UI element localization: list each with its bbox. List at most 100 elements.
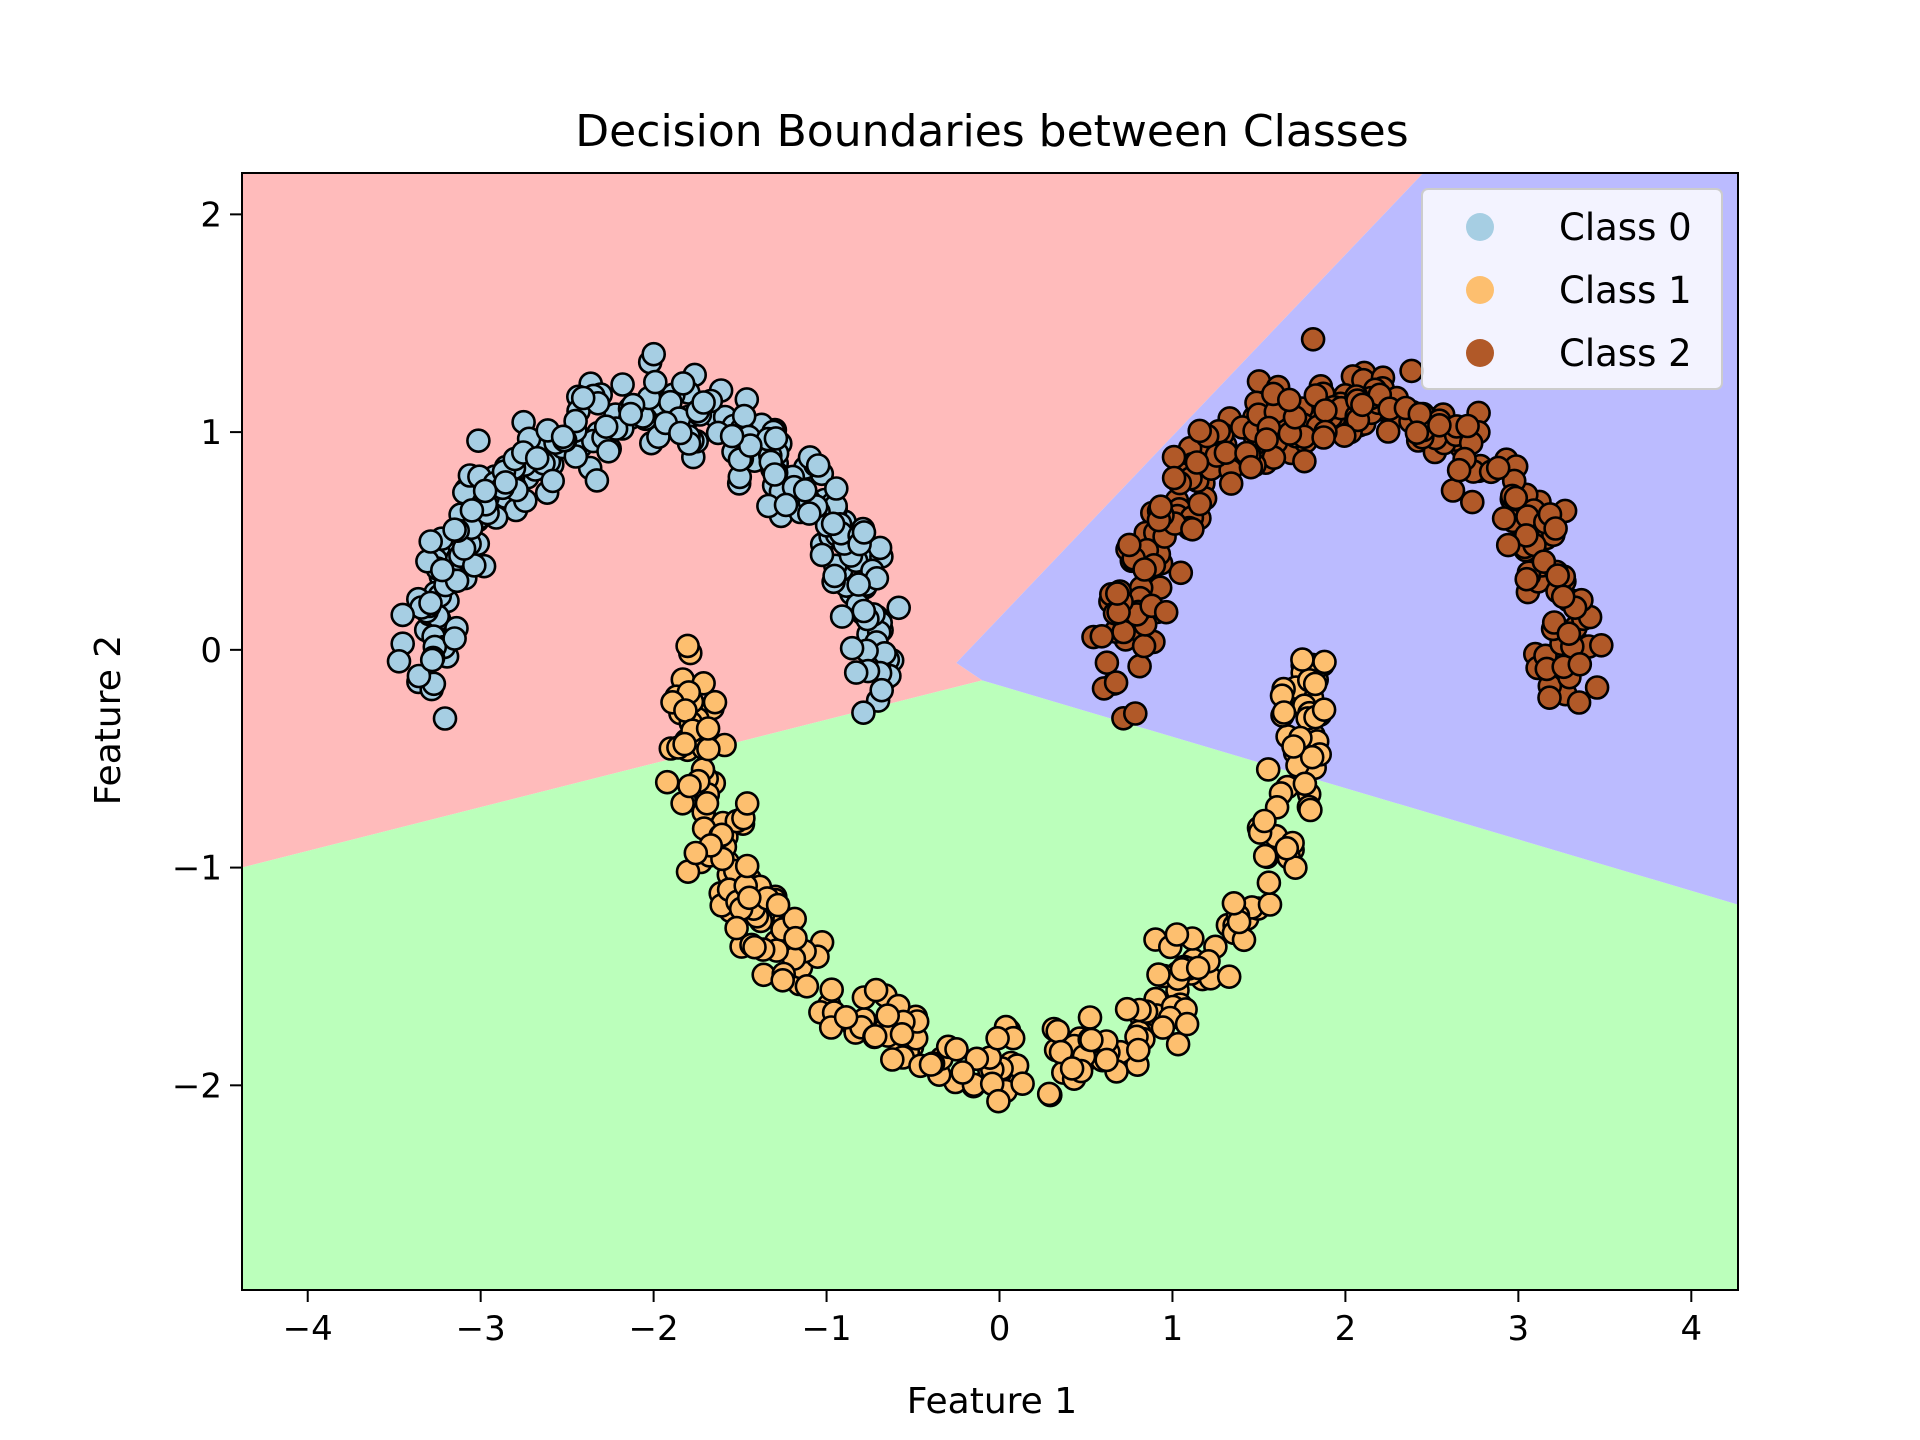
data-point bbox=[851, 700, 876, 726]
data-point bbox=[1256, 870, 1282, 896]
data-point bbox=[1455, 413, 1480, 439]
data-point bbox=[736, 885, 762, 911]
data-point bbox=[1350, 392, 1375, 418]
data-point bbox=[1077, 1005, 1103, 1030]
legend: Class 0 Class 1 Class 2 bbox=[1421, 188, 1723, 390]
data-point bbox=[1150, 1015, 1176, 1040]
data-point bbox=[765, 892, 791, 918]
data-point bbox=[1589, 632, 1614, 658]
data-point bbox=[820, 511, 846, 537]
data-point bbox=[610, 372, 635, 397]
data-point bbox=[1238, 454, 1264, 480]
legend-item: Class 2 bbox=[1466, 332, 1692, 375]
data-point bbox=[432, 706, 458, 731]
data-point bbox=[1255, 757, 1281, 782]
legend-label: Class 2 bbox=[1559, 332, 1692, 375]
data-point bbox=[843, 660, 869, 685]
data-point bbox=[418, 590, 443, 616]
data-point bbox=[1148, 494, 1173, 520]
data-point bbox=[442, 626, 467, 651]
data-point bbox=[524, 445, 550, 471]
data-point bbox=[875, 1003, 901, 1028]
data-point bbox=[1114, 996, 1140, 1022]
data-point bbox=[1257, 892, 1283, 917]
y-tick-label: 1 bbox=[200, 413, 222, 453]
x-axis-label: Feature 1 bbox=[907, 1381, 1077, 1422]
chart-title: Decision Boundaries between Classes bbox=[575, 106, 1408, 157]
data-point bbox=[1180, 516, 1205, 542]
data-point bbox=[1127, 653, 1152, 679]
data-point bbox=[1277, 387, 1302, 413]
data-point bbox=[1311, 697, 1337, 723]
series-class-2 bbox=[1081, 326, 1614, 731]
data-point bbox=[584, 468, 610, 493]
legend-marker bbox=[1466, 339, 1494, 367]
data-point bbox=[550, 424, 576, 450]
data-point bbox=[459, 498, 485, 523]
legend-item: Class 1 bbox=[1466, 269, 1692, 312]
data-point bbox=[1446, 457, 1472, 483]
data-point bbox=[742, 934, 767, 960]
legend-marker bbox=[1466, 276, 1494, 304]
x-tick-label: 2 bbox=[1335, 1309, 1357, 1349]
data-point bbox=[792, 477, 818, 503]
data-point bbox=[683, 840, 709, 866]
data-point bbox=[673, 698, 698, 723]
data-point bbox=[809, 542, 835, 568]
data-point bbox=[819, 977, 845, 1003]
data-point bbox=[593, 414, 619, 440]
data-point bbox=[1302, 671, 1328, 697]
data-point bbox=[1117, 532, 1142, 558]
data-point bbox=[1094, 1047, 1119, 1073]
data-point bbox=[851, 520, 877, 545]
x-tick-label: −3 bbox=[456, 1309, 506, 1349]
data-point bbox=[1485, 455, 1511, 481]
data-point bbox=[1187, 491, 1213, 517]
data-point bbox=[1252, 843, 1278, 869]
data-point bbox=[696, 736, 721, 762]
data-point bbox=[1036, 1081, 1062, 1107]
data-point bbox=[1252, 808, 1277, 834]
data-point bbox=[1550, 584, 1576, 610]
data-point bbox=[1168, 560, 1194, 586]
data-point bbox=[1404, 420, 1430, 446]
data-point bbox=[734, 791, 760, 816]
data-point bbox=[540, 468, 566, 494]
data-point bbox=[1123, 701, 1148, 726]
data-point bbox=[986, 1088, 1011, 1114]
data-point bbox=[1131, 633, 1157, 659]
y-tick-label: −2 bbox=[172, 1066, 222, 1106]
data-point bbox=[833, 1004, 859, 1030]
data-point bbox=[1094, 650, 1120, 676]
scatter-points bbox=[386, 326, 1614, 1114]
data-point bbox=[1312, 649, 1337, 675]
x-tick-label: 3 bbox=[1508, 1309, 1530, 1349]
data-point bbox=[889, 1022, 915, 1047]
data-point bbox=[763, 426, 789, 451]
data-point bbox=[851, 598, 877, 624]
data-point bbox=[1165, 1031, 1191, 1057]
data-point bbox=[1440, 478, 1466, 503]
data-point bbox=[1271, 700, 1297, 725]
data-point bbox=[702, 689, 728, 715]
data-point bbox=[731, 403, 757, 429]
data-point bbox=[1164, 922, 1190, 947]
data-point bbox=[442, 517, 467, 543]
data-point bbox=[1254, 427, 1279, 452]
data-point bbox=[1161, 465, 1187, 491]
data-point bbox=[950, 1060, 976, 1085]
data-point bbox=[1514, 566, 1539, 592]
data-point bbox=[823, 476, 849, 501]
data-point bbox=[985, 1026, 1010, 1051]
series-class-0 bbox=[386, 341, 912, 731]
y-tick-label: −1 bbox=[172, 849, 222, 889]
data-point bbox=[1460, 489, 1485, 515]
legend-marker bbox=[1466, 213, 1494, 241]
data-point bbox=[863, 977, 889, 1003]
data-point bbox=[1216, 964, 1242, 990]
x-tick-label: −1 bbox=[802, 1309, 852, 1349]
data-point bbox=[724, 915, 749, 941]
legend-label: Class 1 bbox=[1559, 269, 1692, 312]
data-point bbox=[1105, 581, 1130, 606]
